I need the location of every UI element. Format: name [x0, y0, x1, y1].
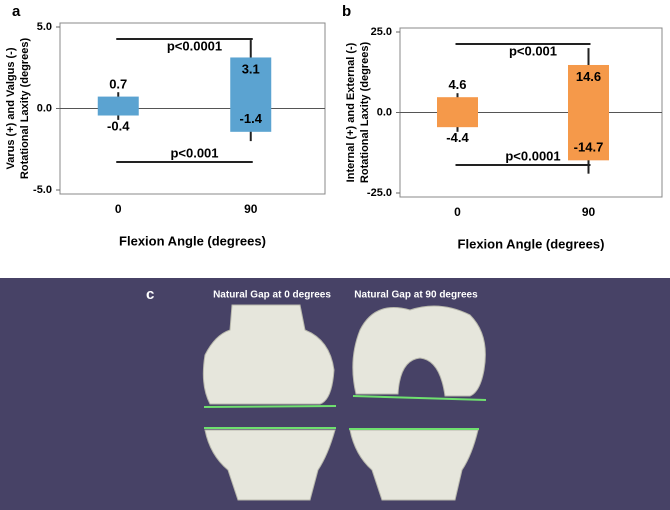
- y-tick-label: 0.0: [37, 102, 52, 114]
- femur-90: [352, 305, 486, 397]
- tibia-0: [204, 429, 336, 501]
- gap-lines: [203, 395, 487, 430]
- annotation: p<0.0001: [505, 148, 560, 163]
- value-label: 0.7: [109, 77, 127, 92]
- x-axis-label: Flexion Angle (degrees): [119, 233, 266, 248]
- y-axis-label: Rotational Laxity (degrees): [359, 42, 371, 184]
- x-tick-label: 0: [454, 205, 461, 219]
- panel-label: a: [12, 3, 21, 20]
- image-caption: Natural Gap at 0 degrees: [213, 290, 331, 301]
- y-axis-label: Varus (+) and Valgus (-): [5, 47, 17, 169]
- tibia-90: [349, 429, 479, 501]
- gap-line: [203, 405, 337, 408]
- femur-0: [202, 304, 335, 405]
- panel-label: b: [342, 3, 351, 20]
- value-label: -0.4: [107, 118, 130, 133]
- bones: [202, 304, 486, 501]
- value-label: -14.7: [574, 139, 604, 154]
- bar: [568, 64, 609, 161]
- value-label: -1.4: [240, 111, 263, 126]
- value-label: 14.6: [576, 69, 601, 84]
- gap-line: [352, 395, 487, 401]
- annotation: p<0.0001: [167, 38, 222, 53]
- bar: [97, 96, 139, 116]
- panel-label: c: [146, 286, 154, 303]
- image-caption: Natural Gap at 90 degrees: [354, 290, 478, 301]
- value-label: 4.6: [448, 77, 466, 92]
- y-tick-label: -5.0: [33, 184, 52, 196]
- y-axis-label: Rotational Laxity (degrees): [19, 38, 31, 180]
- annotation: p<0.001: [170, 145, 218, 160]
- x-tick-label: 90: [582, 205, 596, 219]
- image-panel-bg: [0, 278, 670, 510]
- x-tick-label: 0: [115, 202, 122, 216]
- y-tick-label: 5.0: [37, 21, 52, 33]
- value-label: -4.4: [446, 130, 469, 145]
- x-tick-label: 90: [244, 202, 258, 216]
- bar: [230, 57, 272, 132]
- y-axis-label: Internal (+) and External (-): [345, 42, 357, 182]
- y-tick-label: 0.0: [377, 106, 392, 118]
- x-axis-label: Flexion Angle (degrees): [458, 236, 605, 251]
- annotation: p<0.001: [509, 43, 557, 58]
- y-tick-label: 25.0: [371, 26, 392, 38]
- bar: [437, 97, 478, 128]
- y-tick-label: -25.0: [367, 187, 392, 199]
- value-label: 3.1: [242, 61, 260, 76]
